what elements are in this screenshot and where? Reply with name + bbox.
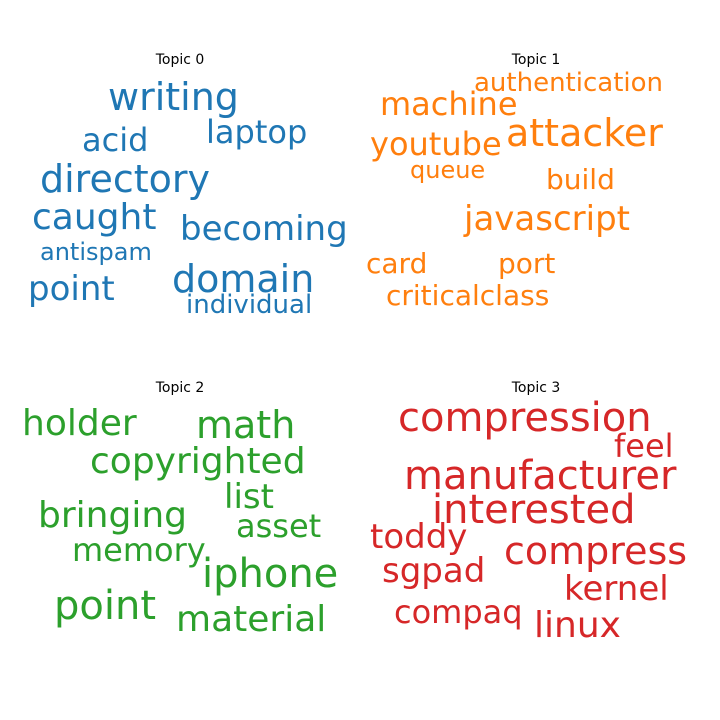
- topic-2-word-bringing: bringing: [38, 495, 187, 536]
- topic-0-word-caught: caught: [32, 197, 157, 238]
- topic-1-word-card: card: [366, 247, 428, 280]
- topic-0-word-laptop: laptop: [206, 113, 308, 151]
- topic-1-word-machine: machine: [380, 85, 518, 123]
- topic-3-word-manufacturer: manufacturer: [404, 453, 677, 499]
- topic-2-word-material: material: [176, 599, 327, 640]
- topic-1-word-attacker: attacker: [506, 111, 663, 155]
- topic-3-word-compaq: compaq: [394, 593, 523, 631]
- topic-1-word-build: build: [546, 163, 615, 196]
- topic-3-word-toddy: toddy: [370, 517, 468, 557]
- topic-3-word-interested: interested: [432, 487, 636, 533]
- topic-3-word-feel: feel: [614, 427, 674, 465]
- topic-1-word-authentication: authentication: [474, 68, 664, 98]
- topic-3-word-kernel: kernel: [564, 569, 669, 609]
- topic-2-word-asset: asset: [236, 507, 322, 545]
- topic-2-word-point: point: [54, 583, 157, 629]
- topic-1-title: Topic 1: [511, 52, 561, 68]
- topic-3-title: Topic 3: [511, 380, 561, 396]
- topic-1-word-youtube: youtube: [370, 125, 502, 163]
- topic-2-word-math: math: [196, 403, 296, 447]
- topic-3-word-sgpad: sgpad: [382, 551, 486, 591]
- topic-0-word-becoming: becoming: [180, 209, 348, 249]
- topic-0-word-directory: directory: [40, 157, 210, 201]
- topic-1-word-javascript: javascript: [464, 199, 630, 239]
- topic-1-panel: Topic 1 authentication machine attacker you…: [356, 52, 716, 382]
- topic-0-word-writing: writing: [108, 75, 239, 119]
- topic-3-word-compress: compress: [504, 529, 688, 573]
- topic-2-word-holder: holder: [22, 403, 137, 444]
- topic-2-panel: Topic 2 holder math copyrighted list bringin…: [0, 380, 360, 710]
- topic-2-word-iphone: iphone: [202, 551, 339, 597]
- topic-0-panel: Topic 0 writing laptop acid directory caught…: [0, 52, 360, 382]
- topic-0-word-antispam: antispam: [40, 238, 152, 266]
- topic-2-word-copyrighted: copyrighted: [90, 441, 306, 482]
- topic-0-title: Topic 0: [155, 52, 205, 68]
- topic-3-word-linux: linux: [534, 605, 621, 646]
- topic-2-title: Topic 2: [155, 380, 205, 396]
- topic-2-word-list: list: [224, 477, 274, 517]
- topic-0-word-point: point: [28, 269, 115, 309]
- topic-3-word-compression: compression: [398, 395, 652, 441]
- topic-0-word-acid: acid: [82, 121, 149, 159]
- topic-1-word-criticalclass: criticalclass: [386, 279, 550, 312]
- topic-3-panel: Topic 3 compression feel manufacturer inter…: [356, 380, 716, 710]
- topic-0-word-individual: individual: [186, 290, 313, 320]
- topic-0-word-domain: domain: [172, 257, 315, 301]
- topic-1-word-port: port: [498, 247, 556, 280]
- topic-2-word-memory: memory: [72, 531, 206, 569]
- topic-1-word-queue: queue: [410, 156, 486, 184]
